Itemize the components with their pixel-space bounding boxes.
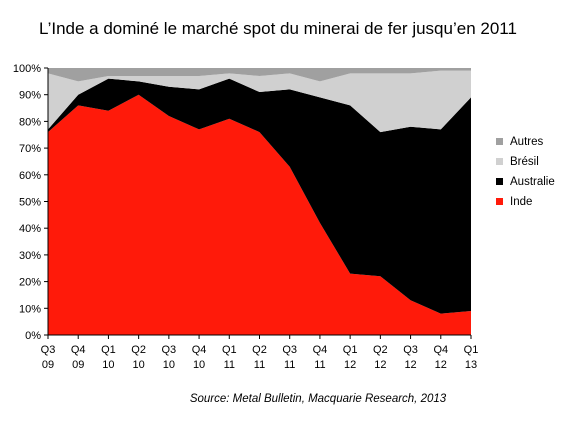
x-tick-label: Q3 11	[282, 344, 297, 371]
x-tick-label: Q3 10	[162, 344, 177, 371]
legend-label-australie: Australie	[510, 176, 555, 188]
y-tick-label: 40%	[19, 223, 41, 235]
y-tick-label: 0%	[25, 330, 41, 342]
legend-swatch-inde	[496, 198, 503, 205]
y-tick-label: 20%	[19, 277, 41, 289]
y-tick-label: 90%	[19, 90, 41, 102]
area-brésil	[48, 70, 471, 133]
y-tick-label: 60%	[19, 170, 41, 182]
legend: Autres Brésil Australie Inde	[496, 136, 555, 208]
area-inde	[48, 94, 471, 335]
x-tick-label: Q1 12	[343, 344, 358, 371]
x-tick-label: Q4 11	[313, 344, 328, 371]
y-tick-label: 70%	[19, 143, 41, 155]
legend-label-inde: Inde	[510, 196, 532, 208]
x-tick-label: Q2 11	[252, 344, 267, 371]
y-tick-label: 100%	[13, 63, 41, 75]
chart-title: L’Inde a dominé le marché spot du minera…	[39, 19, 517, 38]
chart-source: Source: Metal Bulletin, Macquarie Resear…	[190, 393, 447, 405]
x-tick-label: Q4 10	[192, 344, 207, 371]
legend-swatch-australie	[496, 178, 503, 185]
plot-area	[48, 68, 471, 335]
x-tick-label: Q2 10	[131, 344, 146, 371]
legend-label-brésil: Brésil	[510, 156, 539, 168]
x-tick-label: Q4 09	[71, 344, 86, 371]
y-tick-label: 30%	[19, 250, 41, 262]
area-australie	[48, 78, 471, 314]
x-tick-label: Q1 11	[222, 344, 237, 371]
x-tick-label: Q1 10	[101, 344, 116, 371]
legend-label-autres: Autres	[510, 136, 543, 148]
legend-swatch-autres	[496, 138, 503, 145]
y-tick-label: 10%	[19, 303, 41, 315]
legend-swatch-brésil	[496, 158, 503, 165]
y-tick-label: 80%	[19, 116, 41, 128]
x-tick-label: Q2 12	[373, 344, 388, 371]
area-autres	[48, 68, 471, 82]
x-tick-label: Q4 12	[433, 344, 448, 371]
y-tick-label: 50%	[19, 197, 41, 209]
x-tick-label: Q3 09	[41, 344, 56, 371]
x-tick-label: Q1 13	[464, 344, 479, 371]
x-tick-label: Q3 12	[403, 344, 418, 371]
axes: 0% 10% 20% 30% 40% 50% 60% 70% 80% 90% 100% Q3 09 Q4 0…	[13, 63, 478, 371]
